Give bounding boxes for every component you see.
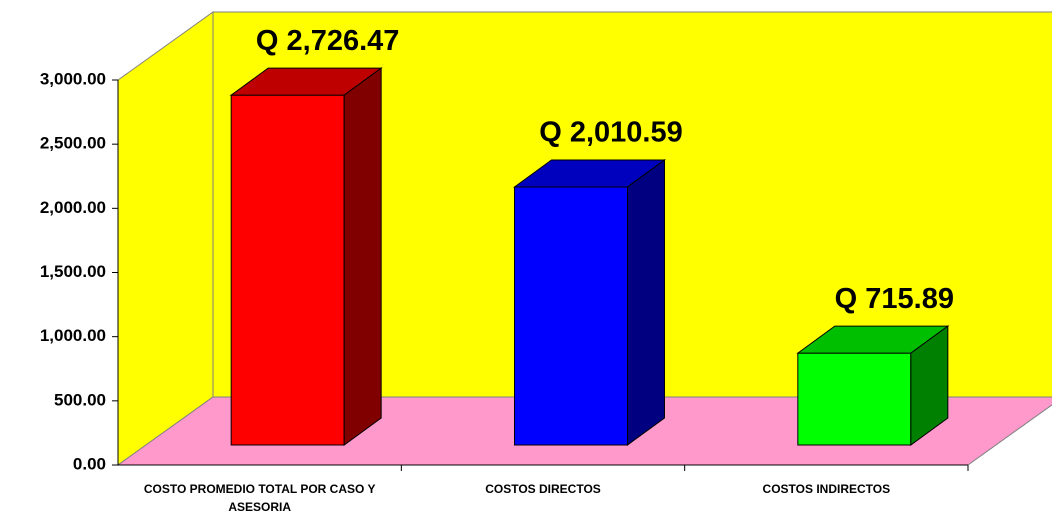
bar-side (910, 325, 949, 446)
bar (512, 158, 667, 446)
bar-side (627, 158, 665, 446)
x-tick-label: COSTOS INDIRECTOS (762, 482, 891, 496)
bar-front (230, 94, 345, 446)
y-tick-label: 1,000.00 (40, 326, 106, 345)
bar-side (343, 67, 382, 446)
value-label: Q 2,010.59 (539, 117, 683, 149)
left-wall (117, 11, 214, 466)
y-tick-label: 500.00 (54, 390, 106, 409)
bar (229, 67, 383, 446)
y-tick-label: 2,000.00 (40, 198, 106, 217)
bar (796, 325, 950, 446)
y-tick-label: 1,500.00 (40, 262, 106, 281)
bar-front (797, 352, 912, 446)
y-tick-label: 0.00 (73, 454, 106, 473)
value-label: Q 2,726.47 (256, 25, 400, 57)
y-tick-label: 2,500.00 (40, 134, 106, 153)
bar-front (514, 186, 628, 446)
value-label: Q 715.89 (835, 283, 954, 315)
x-tick-label: COSTOS DIRECTOS (485, 482, 601, 496)
x-tick-label: COSTO PROMEDIO TOTAL POR CASO Y ASESORIA (143, 482, 376, 514)
y-tick-label: 3,000.00 (40, 69, 106, 88)
